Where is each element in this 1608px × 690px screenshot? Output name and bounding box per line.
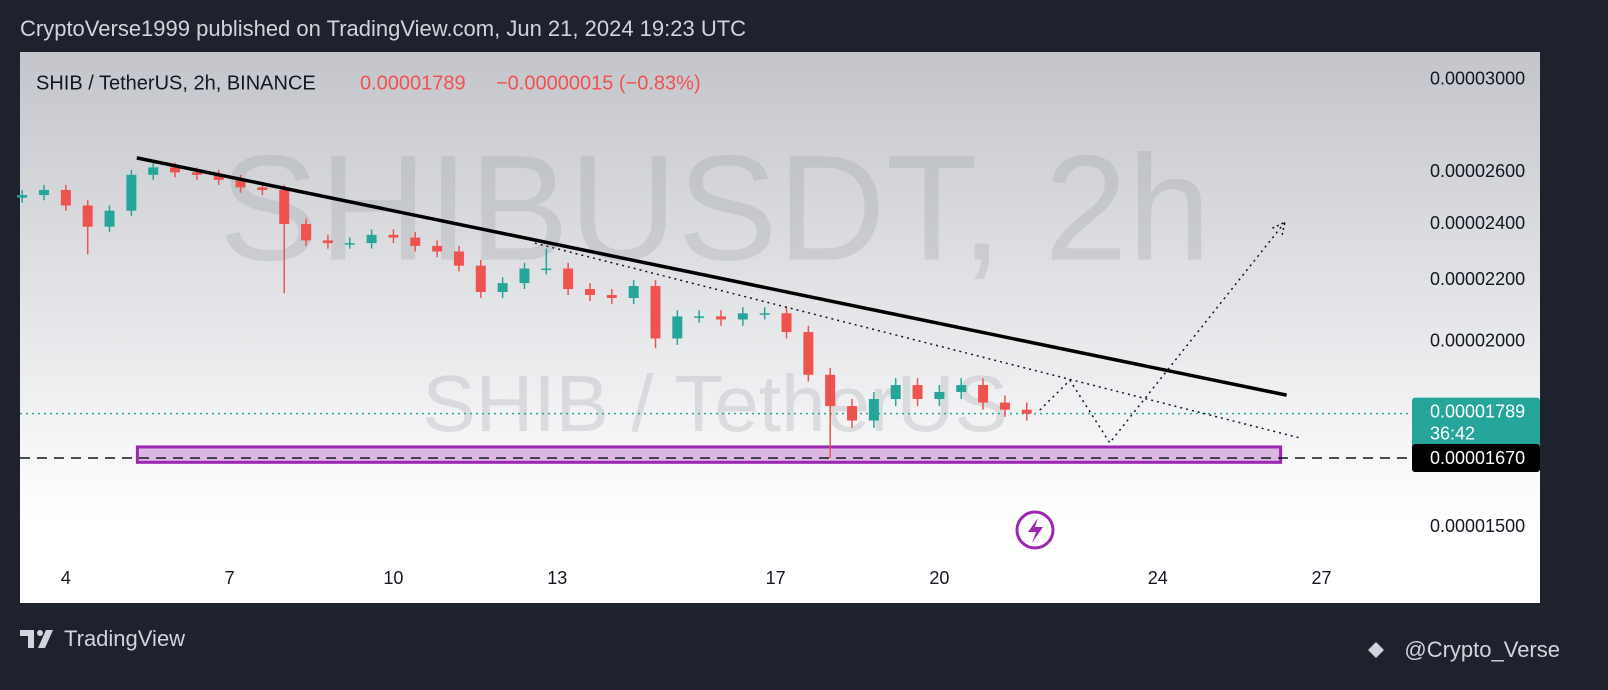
candle-body: [104, 210, 115, 227]
candle-body: [148, 167, 159, 175]
y-tick-label: 0.00001500: [1430, 516, 1525, 536]
candle-body: [82, 205, 93, 227]
candle-body: [956, 385, 967, 392]
candle-body: [934, 391, 945, 400]
candle-body: [1021, 409, 1032, 414]
symbol: SHIB / TetherUS, 2h, BINANCE: [36, 72, 316, 94]
price-label-countdown: 36:42: [1430, 423, 1475, 443]
watermark: SHIB / TetherUS: [422, 359, 1007, 448]
support-label-bg: [1412, 444, 1540, 473]
y-tick-label: 0.00002200: [1430, 269, 1525, 289]
candle-body: [672, 316, 683, 339]
candle-body: [191, 172, 202, 175]
watermark: SHIBUSDT, 2h: [219, 124, 1211, 292]
y-tick-label: 0.00002400: [1430, 213, 1525, 233]
candle-body: [999, 402, 1010, 410]
candle-body: [890, 385, 901, 400]
x-tick-label: 17: [766, 568, 786, 588]
candle-body: [737, 313, 748, 320]
candle-body: [628, 286, 639, 299]
candle-body: [170, 167, 181, 173]
y-tick-label: 0.00002000: [1430, 330, 1525, 350]
candle-body: [39, 189, 50, 196]
x-tick-label: 24: [1148, 568, 1168, 588]
tv-logo: [20, 630, 53, 648]
candle-body: [541, 268, 552, 271]
candle-body: [126, 174, 137, 211]
candle-body: [584, 289, 595, 296]
publish-info: CryptoVerse1999 published on TradingView…: [20, 16, 746, 41]
candle-body: [213, 174, 224, 180]
candle-body: [344, 243, 355, 245]
chart-panel: [20, 52, 1540, 603]
candle-body: [60, 189, 71, 206]
candle-body: [694, 316, 705, 318]
candle-body: [563, 268, 574, 290]
last-price: 0.00001789: [360, 72, 466, 94]
candle-body: [759, 313, 770, 315]
candle-body: [781, 313, 792, 333]
support-zone: [135, 445, 1283, 464]
candle-body: [475, 265, 486, 293]
candle-body: [978, 385, 989, 403]
candle-body: [519, 268, 530, 284]
candle-body: [388, 234, 399, 238]
projection-path: [1039, 221, 1286, 445]
y-tick-label: 0.00003000: [1430, 69, 1525, 89]
trendline: [136, 156, 1287, 397]
candle-body: [912, 385, 923, 400]
candle-body: [279, 189, 290, 225]
author-icon: [1368, 642, 1384, 658]
support-label: 0.00001670: [1430, 448, 1525, 468]
alert-icon[interactable]: [1015, 510, 1055, 550]
candle-body: [825, 374, 836, 407]
candle-body: [322, 240, 333, 244]
candle-body: [453, 251, 464, 266]
x-tick-label: 13: [547, 568, 567, 588]
price-change: −0.00000015 (−0.83%): [496, 72, 701, 94]
candle-body: [497, 283, 508, 293]
candle-body: [868, 399, 879, 421]
candle-body: [606, 295, 617, 299]
x-tick-label: 27: [1312, 568, 1332, 588]
candle-body: [803, 332, 814, 375]
candle-body: [650, 286, 661, 339]
x-tick-label: 20: [929, 568, 949, 588]
price-label-bg: [1412, 397, 1540, 448]
x-tick-label: 7: [225, 568, 235, 588]
candle-body: [847, 406, 858, 421]
price-label-value: 0.00001789: [1430, 401, 1525, 421]
candle-body: [301, 224, 312, 241]
candle-body: [410, 237, 421, 246]
brand: TradingView: [64, 626, 185, 651]
plot: 0.00003000 0.00002600 0.00002400 0.00002200…: [17, 69, 1540, 588]
candle-body: [432, 245, 443, 252]
candle-body: [716, 316, 727, 320]
candle-body: [257, 187, 268, 190]
y-tick-label: 0.00002600: [1430, 161, 1525, 181]
author: @Crypto_Verse: [1404, 637, 1560, 662]
candle-body: [17, 195, 28, 198]
x-tick-label: 4: [61, 568, 71, 588]
alert-bolt: [1028, 518, 1043, 543]
x-tick-label: 10: [383, 568, 403, 588]
candle-body: [366, 234, 377, 244]
candle-body: [235, 179, 246, 188]
